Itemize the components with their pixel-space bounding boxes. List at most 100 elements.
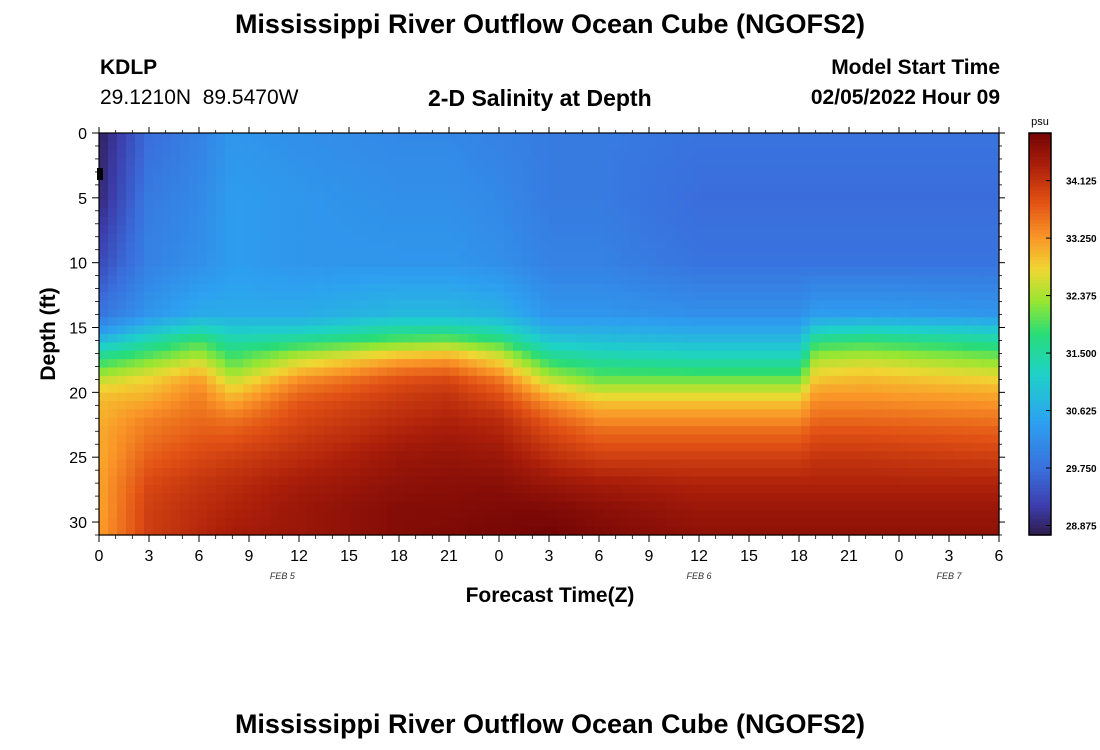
heatmap-cell bbox=[171, 501, 181, 511]
heatmap-cell bbox=[909, 342, 919, 352]
heatmap-cell bbox=[387, 384, 397, 394]
heatmap-cell bbox=[351, 233, 361, 243]
heatmap-cell bbox=[792, 133, 802, 142]
heatmap-cell bbox=[279, 174, 289, 184]
heatmap-cell bbox=[297, 434, 307, 444]
heatmap-cell bbox=[729, 158, 739, 168]
heatmap-cell bbox=[531, 493, 541, 503]
heatmap-cell bbox=[720, 359, 730, 369]
heatmap-cell bbox=[576, 359, 586, 369]
heatmap-cell bbox=[207, 426, 217, 436]
heatmap-cell bbox=[396, 208, 406, 218]
heatmap-cell bbox=[180, 484, 190, 494]
heatmap-cell bbox=[216, 317, 226, 327]
heatmap-cell bbox=[243, 258, 253, 268]
heatmap-cell bbox=[855, 384, 865, 394]
heatmap-cell bbox=[468, 166, 478, 176]
heatmap-cell bbox=[468, 484, 478, 494]
heatmap-cell bbox=[702, 133, 712, 142]
heatmap-cell bbox=[243, 384, 253, 394]
heatmap-cell bbox=[945, 334, 955, 343]
heatmap-cell bbox=[729, 292, 739, 302]
heatmap-cell bbox=[306, 409, 316, 419]
heatmap-cell bbox=[441, 300, 451, 310]
heatmap-cell bbox=[711, 317, 721, 327]
heatmap-cell bbox=[846, 334, 856, 343]
heatmap-cell bbox=[351, 334, 361, 343]
heatmap-cell bbox=[936, 493, 946, 503]
heatmap-cell bbox=[567, 493, 577, 503]
heatmap-cell bbox=[351, 384, 361, 394]
heatmap-cell bbox=[666, 342, 676, 352]
heatmap-cell bbox=[324, 191, 334, 201]
heatmap-cell bbox=[522, 367, 532, 377]
heatmap-cell bbox=[693, 325, 703, 335]
heatmap-cell bbox=[171, 476, 181, 486]
heatmap-cell bbox=[693, 283, 703, 293]
heatmap-cell bbox=[684, 359, 694, 369]
heatmap-cell bbox=[639, 493, 649, 503]
heatmap-cell bbox=[963, 401, 973, 410]
heatmap-cell bbox=[675, 392, 685, 402]
heatmap-cell bbox=[891, 300, 901, 310]
heatmap-cell bbox=[198, 325, 208, 335]
heatmap-cell bbox=[189, 216, 199, 226]
heatmap-cell bbox=[981, 158, 991, 168]
heatmap-cell bbox=[792, 267, 802, 276]
heatmap-cell bbox=[585, 250, 595, 260]
heatmap-cell bbox=[243, 476, 253, 486]
heatmap-cell bbox=[342, 216, 352, 226]
heatmap-cell bbox=[189, 317, 199, 327]
heatmap-cell bbox=[342, 518, 352, 528]
heatmap-cell bbox=[603, 518, 613, 528]
heatmap-cell bbox=[747, 476, 757, 486]
heatmap-cell bbox=[225, 275, 235, 285]
heatmap-cell bbox=[378, 174, 388, 184]
heatmap-cell bbox=[765, 509, 775, 519]
heatmap-cell bbox=[729, 501, 739, 511]
heatmap-cell bbox=[972, 233, 982, 243]
heatmap-cell bbox=[540, 526, 550, 536]
heatmap-cell bbox=[243, 241, 253, 251]
heatmap-cell bbox=[180, 384, 190, 394]
heatmap-cell bbox=[927, 459, 937, 469]
heatmap-cell bbox=[891, 392, 901, 402]
heatmap-cell bbox=[936, 509, 946, 519]
heatmap-cell bbox=[756, 317, 766, 327]
heatmap-cell bbox=[369, 375, 379, 385]
heatmap-cell bbox=[495, 392, 505, 402]
heatmap-cell bbox=[243, 367, 253, 377]
heatmap-cell bbox=[693, 267, 703, 276]
heatmap-cell bbox=[981, 258, 991, 268]
heatmap-cell bbox=[405, 283, 415, 293]
heatmap-cell bbox=[153, 283, 163, 293]
heatmap-cell bbox=[126, 250, 136, 260]
heatmap-cell bbox=[693, 526, 703, 536]
heatmap-cell bbox=[621, 208, 631, 218]
heatmap-cell bbox=[567, 166, 577, 176]
heatmap-cell bbox=[945, 484, 955, 494]
heatmap-cell bbox=[378, 283, 388, 293]
heatmap-cell bbox=[972, 292, 982, 302]
heatmap-cell bbox=[144, 459, 154, 469]
heatmap-cell bbox=[675, 208, 685, 218]
heatmap-cell bbox=[459, 350, 469, 360]
heatmap-cell bbox=[585, 509, 595, 519]
heatmap-cell bbox=[774, 258, 784, 268]
heatmap-cell bbox=[513, 476, 523, 486]
heatmap-cell bbox=[342, 359, 352, 369]
heatmap-cell bbox=[297, 350, 307, 360]
heatmap-cell bbox=[684, 342, 694, 352]
heatmap-cell bbox=[396, 267, 406, 276]
heatmap-cell bbox=[621, 409, 631, 419]
heatmap-cell bbox=[918, 342, 928, 352]
heatmap-cell bbox=[171, 267, 181, 276]
heatmap-cell bbox=[306, 359, 316, 369]
heatmap-cell bbox=[954, 183, 964, 193]
heatmap-cell bbox=[927, 484, 937, 494]
heatmap-cell bbox=[756, 409, 766, 419]
heatmap-cell bbox=[297, 476, 307, 486]
heatmap-cell bbox=[189, 200, 199, 209]
heatmap-cell bbox=[486, 158, 496, 168]
heatmap-cell bbox=[846, 509, 856, 519]
